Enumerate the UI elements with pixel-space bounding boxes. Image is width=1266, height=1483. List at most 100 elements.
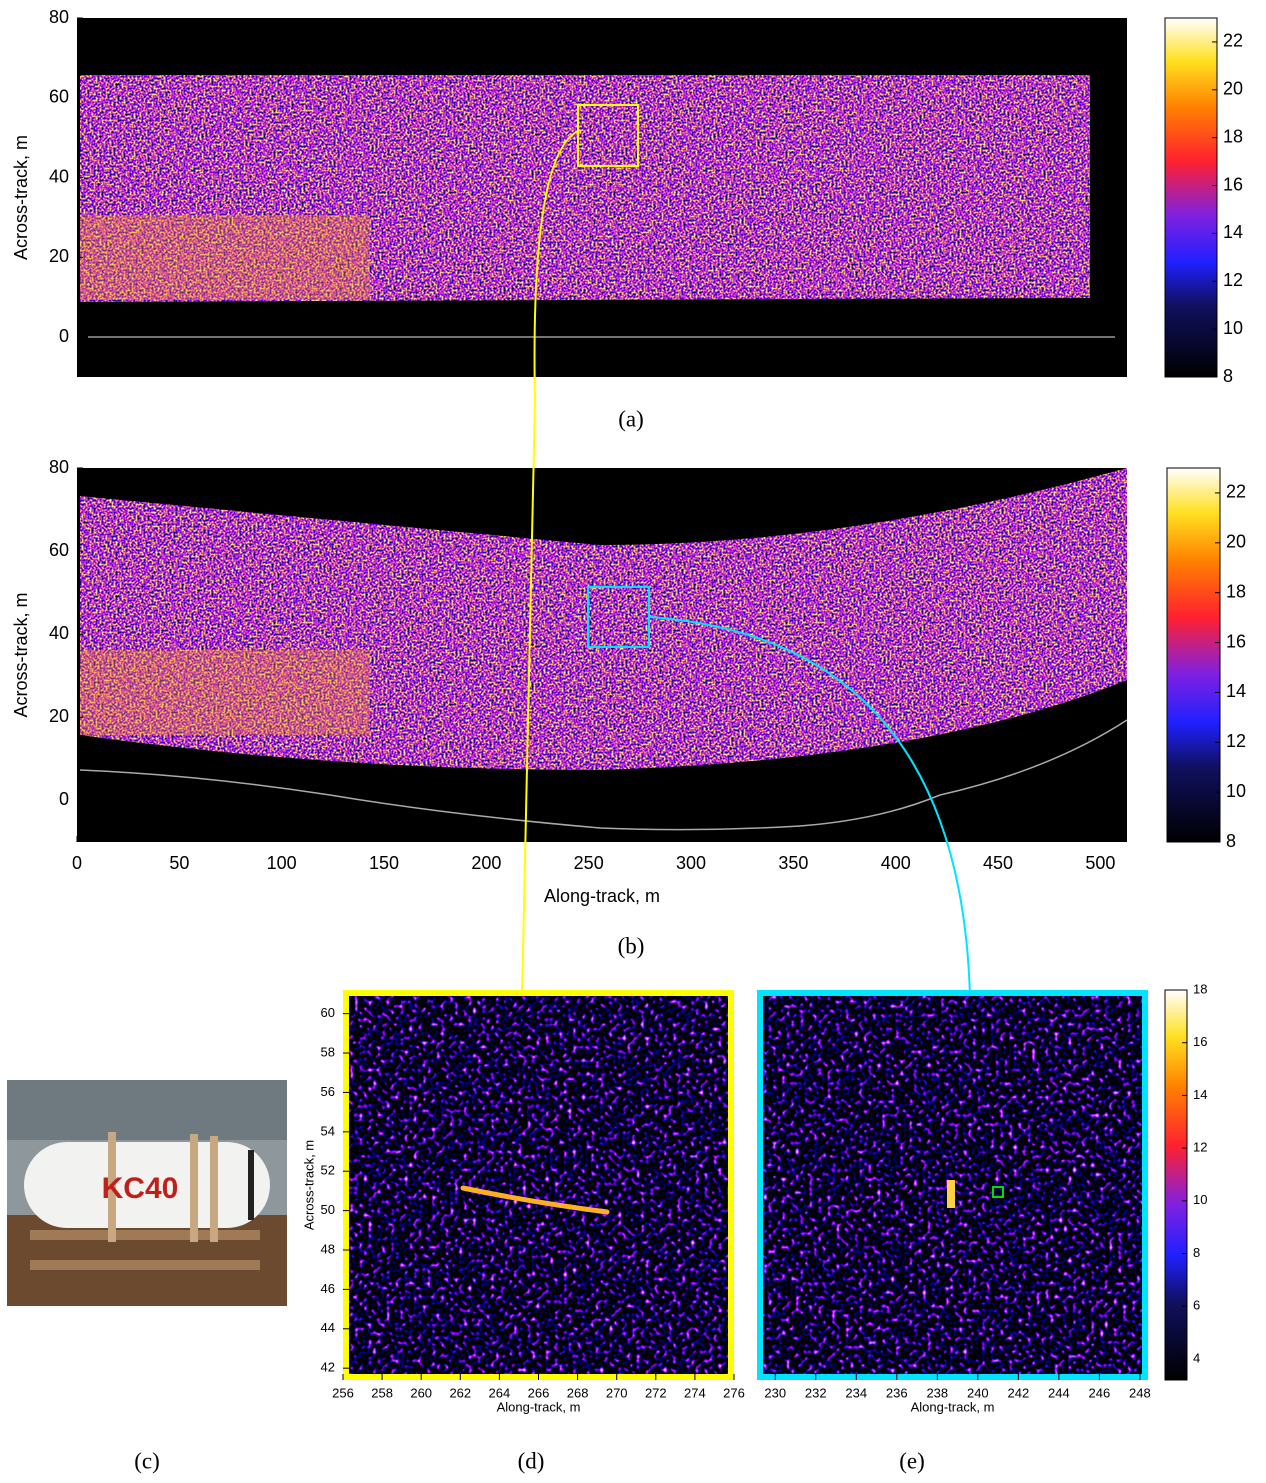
colorbar-tick-label: 18	[1226, 581, 1246, 601]
caption: (e)	[899, 1448, 925, 1473]
nadir-line	[79, 719, 1128, 831]
colorbar-tick-label: 16	[1226, 631, 1246, 651]
colorbar	[1164, 989, 1188, 1381]
y-tick-label: 44	[321, 1320, 335, 1335]
caption: (d)	[518, 1448, 545, 1473]
y-tick-label: 20	[49, 246, 69, 266]
caption: (a)	[618, 406, 644, 431]
x-tick-label: 400	[881, 853, 911, 873]
y-tick-label: 80	[49, 7, 69, 27]
target-echo	[460, 1185, 610, 1215]
x-tick-label: 232	[805, 1385, 827, 1400]
x-tick-label: 240	[967, 1385, 989, 1400]
y-tick-label: 60	[49, 540, 69, 560]
marker	[992, 1186, 1004, 1198]
x-tick-label: 300	[676, 853, 706, 873]
caption: (b)	[618, 933, 645, 958]
colorbar-tick-label: 10	[1223, 318, 1243, 338]
x-tick-label: 248	[1129, 1385, 1151, 1400]
target-box	[577, 104, 639, 167]
x-tick-label: 266	[528, 1385, 550, 1400]
x-tick-label: 264	[489, 1385, 511, 1400]
bright-seabed	[80, 215, 370, 300]
y-axis-label: Across-track, m	[11, 135, 31, 260]
x-tick-label: 230	[764, 1385, 786, 1400]
colorbar-tick-label: 16	[1223, 174, 1243, 194]
colorbar-tick-label: 18	[1223, 126, 1243, 146]
x-tick-label: 250	[574, 853, 604, 873]
colorbar-tick-label: 8	[1226, 831, 1236, 851]
x-tick-label: 274	[684, 1385, 706, 1400]
colorbar-tick-label: 10	[1226, 781, 1246, 801]
x-tick-label: 200	[471, 853, 501, 873]
sonar-image	[343, 990, 734, 1380]
x-tick-label: 150	[369, 853, 399, 873]
connector	[521, 129, 581, 998]
photo-text: KC40	[102, 1172, 179, 1205]
colorbar-tick-label: 18	[1193, 981, 1207, 996]
colorbar	[1166, 467, 1221, 843]
x-tick-label: 236	[886, 1385, 908, 1400]
x-axis-label: Along-track, m	[911, 1399, 995, 1414]
x-tick-label: 262	[449, 1385, 471, 1400]
colorbar-tick-label: 16	[1193, 1034, 1207, 1049]
y-tick-label: 50	[321, 1202, 335, 1217]
frame	[757, 990, 1148, 1380]
colorbar-tick-label: 12	[1226, 731, 1246, 751]
x-tick-label: 242	[1007, 1385, 1029, 1400]
colorbar-tick-label: 14	[1226, 681, 1246, 701]
y-tick-label: 52	[321, 1163, 335, 1178]
x-tick-label: 350	[778, 853, 808, 873]
x-tick-label: 450	[983, 853, 1013, 873]
x-tick-label: 268	[567, 1385, 589, 1400]
x-tick-label: 500	[1085, 853, 1115, 873]
x-tick-label: 246	[1089, 1385, 1111, 1400]
x-tick-label: 260	[410, 1385, 432, 1400]
y-tick-label: 60	[321, 1005, 335, 1020]
caption: (c)	[134, 1448, 160, 1473]
connector	[649, 616, 971, 998]
x-tick-label: 276	[723, 1385, 745, 1400]
y-tick-label: 0	[59, 789, 69, 809]
y-tick-label: 58	[321, 1044, 335, 1059]
y-tick-label: 46	[321, 1281, 335, 1296]
y-tick-label: 40	[49, 166, 69, 186]
photo: KC40	[7, 1080, 287, 1306]
x-tick-label: 244	[1048, 1385, 1070, 1400]
colorbar	[1164, 17, 1218, 378]
x-axis-label: Along-track, m	[544, 886, 660, 906]
y-tick-label: 48	[321, 1241, 335, 1256]
y-tick-label: 0	[59, 326, 69, 346]
colorbar-tick-label: 8	[1223, 366, 1233, 386]
y-axis-label: Across-track, m	[301, 1140, 316, 1230]
target-box	[587, 586, 650, 648]
y-tick-label: 20	[49, 706, 69, 726]
y-tick-label: 80	[49, 457, 69, 477]
y-tick-label: 40	[49, 623, 69, 643]
x-tick-label: 234	[845, 1385, 867, 1400]
bright-seabed	[80, 650, 370, 735]
x-axis-label: Along-track, m	[497, 1399, 581, 1414]
colorbar-tick-label: 10	[1193, 1192, 1207, 1207]
colorbar-tick-label: 22	[1223, 31, 1243, 51]
x-tick-label: 50	[169, 853, 189, 873]
colorbar-tick-label: 20	[1223, 79, 1243, 99]
x-tick-label: 238	[926, 1385, 948, 1400]
y-tick-label: 56	[321, 1084, 335, 1099]
y-axis-label: Across-track, m	[11, 592, 31, 717]
colorbar-tick-label: 12	[1193, 1140, 1207, 1155]
y-tick-label: 42	[321, 1360, 335, 1375]
y-tick-label: 60	[49, 87, 69, 107]
x-tick-label: 258	[371, 1385, 393, 1400]
x-tick-label: 270	[606, 1385, 628, 1400]
colorbar-tick-label: 14	[1223, 222, 1243, 242]
colorbar-tick-label: 14	[1193, 1087, 1207, 1102]
colorbar-tick-label: 20	[1226, 532, 1246, 552]
colorbar-tick-label: 4	[1193, 1350, 1200, 1365]
x-tick-label: 0	[72, 853, 82, 873]
sonar-image	[80, 75, 1090, 302]
y-tick-label: 54	[321, 1123, 335, 1138]
colorbar-tick-label: 22	[1226, 482, 1246, 502]
colorbar-tick-label: 6	[1193, 1298, 1200, 1313]
